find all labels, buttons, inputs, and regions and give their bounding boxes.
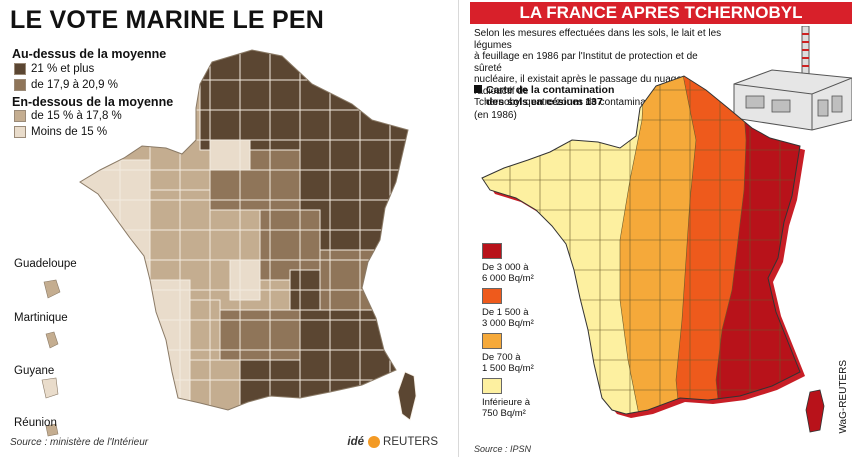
bullet-square-icon: [474, 85, 482, 93]
legend-label: 1 500 Bq/m²: [482, 363, 534, 374]
source-interieur: Source : ministère de l'Intérieur: [10, 437, 149, 448]
legend-700-1500: De 700 à 1 500 Bq/m²: [482, 333, 534, 374]
martinique-shape: [45, 331, 59, 349]
reunion-shape: [45, 423, 59, 437]
legend-swatch-medium-light: [14, 110, 26, 122]
legend-swatch-orange: [482, 333, 502, 349]
intro-line: Tchernobyl quatre zones de contamination…: [474, 97, 710, 108]
wag-reuters-credit: WaG-REUTERS: [838, 360, 849, 434]
legend-label: 6 000 Bq/m²: [482, 273, 534, 284]
legend-label: De 3 000 à: [482, 262, 529, 273]
tchernobyl-title-banner: LA FRANCE APRES TCHERNOBYL: [470, 2, 852, 24]
reuters-logo-text: REUTERS: [383, 436, 438, 448]
map-heading-line: des sols en césium 137: [486, 96, 603, 108]
intro-line: à feuillage en 1986 par l'Institut de pr…: [474, 51, 698, 74]
legend-label: 750 Bq/m²: [482, 408, 526, 419]
legend-label: De 700 à: [482, 352, 521, 363]
legend-label: de 15 % à 17,8 %: [31, 110, 122, 122]
legend-swatch-medium-dark: [14, 79, 26, 91]
label-guyane: Guyane: [14, 365, 55, 377]
legend-above-heading: Au-dessus de la moyenne: [12, 47, 167, 61]
legend-below-heading: En-dessous de la moyenne: [12, 95, 174, 109]
le-pen-vote-panel: LE VOTE MARINE LE PEN Au-dessus de la mo…: [10, 6, 438, 448]
contamination-map-heading: Carte de la contamination des sols en cé…: [474, 84, 614, 108]
legend-swatch-light: [14, 126, 26, 138]
corsica-shape: [397, 371, 417, 421]
legend-item-17-9-20-9: de 17,9 à 20,9 %: [14, 79, 118, 91]
legend-item-21-plus: 21 % et plus: [14, 63, 94, 75]
panel-divider: [458, 0, 459, 457]
intro-line: Selon les mesures effectuées dans les so…: [474, 28, 722, 51]
legend-label: Inférieure à: [482, 397, 531, 408]
legend-label: 3 000 Bq/m²: [482, 318, 534, 329]
legend-under-750: Inférieure à 750 Bq/m²: [482, 378, 530, 419]
legend-swatch-orange-red: [482, 288, 502, 304]
intro-line: nucléaire, il existait après le passage …: [474, 74, 682, 97]
legend-swatch-dark-red: [482, 243, 502, 259]
legend-3000-6000: De 3 000 à 6 000 Bq/m²: [482, 243, 534, 284]
legend-swatch-yellow: [482, 378, 502, 394]
source-ipsn: Source : IPSN: [474, 444, 532, 454]
legend-swatch-dark: [14, 63, 26, 75]
map-year: (en 1986): [474, 110, 517, 121]
nuclear-plant-icon: [733, 26, 852, 131]
legend-item-under-15: Moins de 15 %: [14, 126, 107, 138]
legend-label: de 17,9 à 20,9 %: [31, 79, 118, 91]
guyane-shape: [41, 377, 59, 399]
legend-item-15-17-8: de 15 % à 17,8 %: [14, 110, 122, 122]
map-heading-line: Carte de la contamination: [486, 84, 615, 96]
le-pen-map-title: LE VOTE MARINE LE PEN: [10, 6, 324, 34]
legend-1500-3000: De 1 500 à 3 000 Bq/m²: [482, 288, 534, 329]
corsica-shape: [805, 389, 825, 433]
legend-label: Moins de 15 %: [31, 126, 108, 138]
legend-label: 21 % et plus: [31, 63, 95, 75]
label-martinique: Martinique: [14, 312, 68, 324]
legend-label: De 1 500 à: [482, 307, 529, 318]
ide-reuters-logo: idé REUTERS: [347, 436, 438, 448]
le-pen-france-map: [41, 49, 417, 437]
reuters-dot-icon: [368, 436, 381, 448]
contamination-france-map: [481, 75, 825, 433]
label-reunion: Réunion: [14, 417, 57, 429]
intro-text: Selon les mesures effectuées dans les so…: [474, 28, 724, 109]
ide-logo-text: idé: [347, 436, 365, 448]
label-guadeloupe: Guadeloupe: [14, 258, 77, 270]
guadeloupe-shape: [43, 279, 61, 299]
tchernobyl-panel: LA FRANCE APRES TCHERNOBYL Selon les mes…: [470, 0, 852, 457]
